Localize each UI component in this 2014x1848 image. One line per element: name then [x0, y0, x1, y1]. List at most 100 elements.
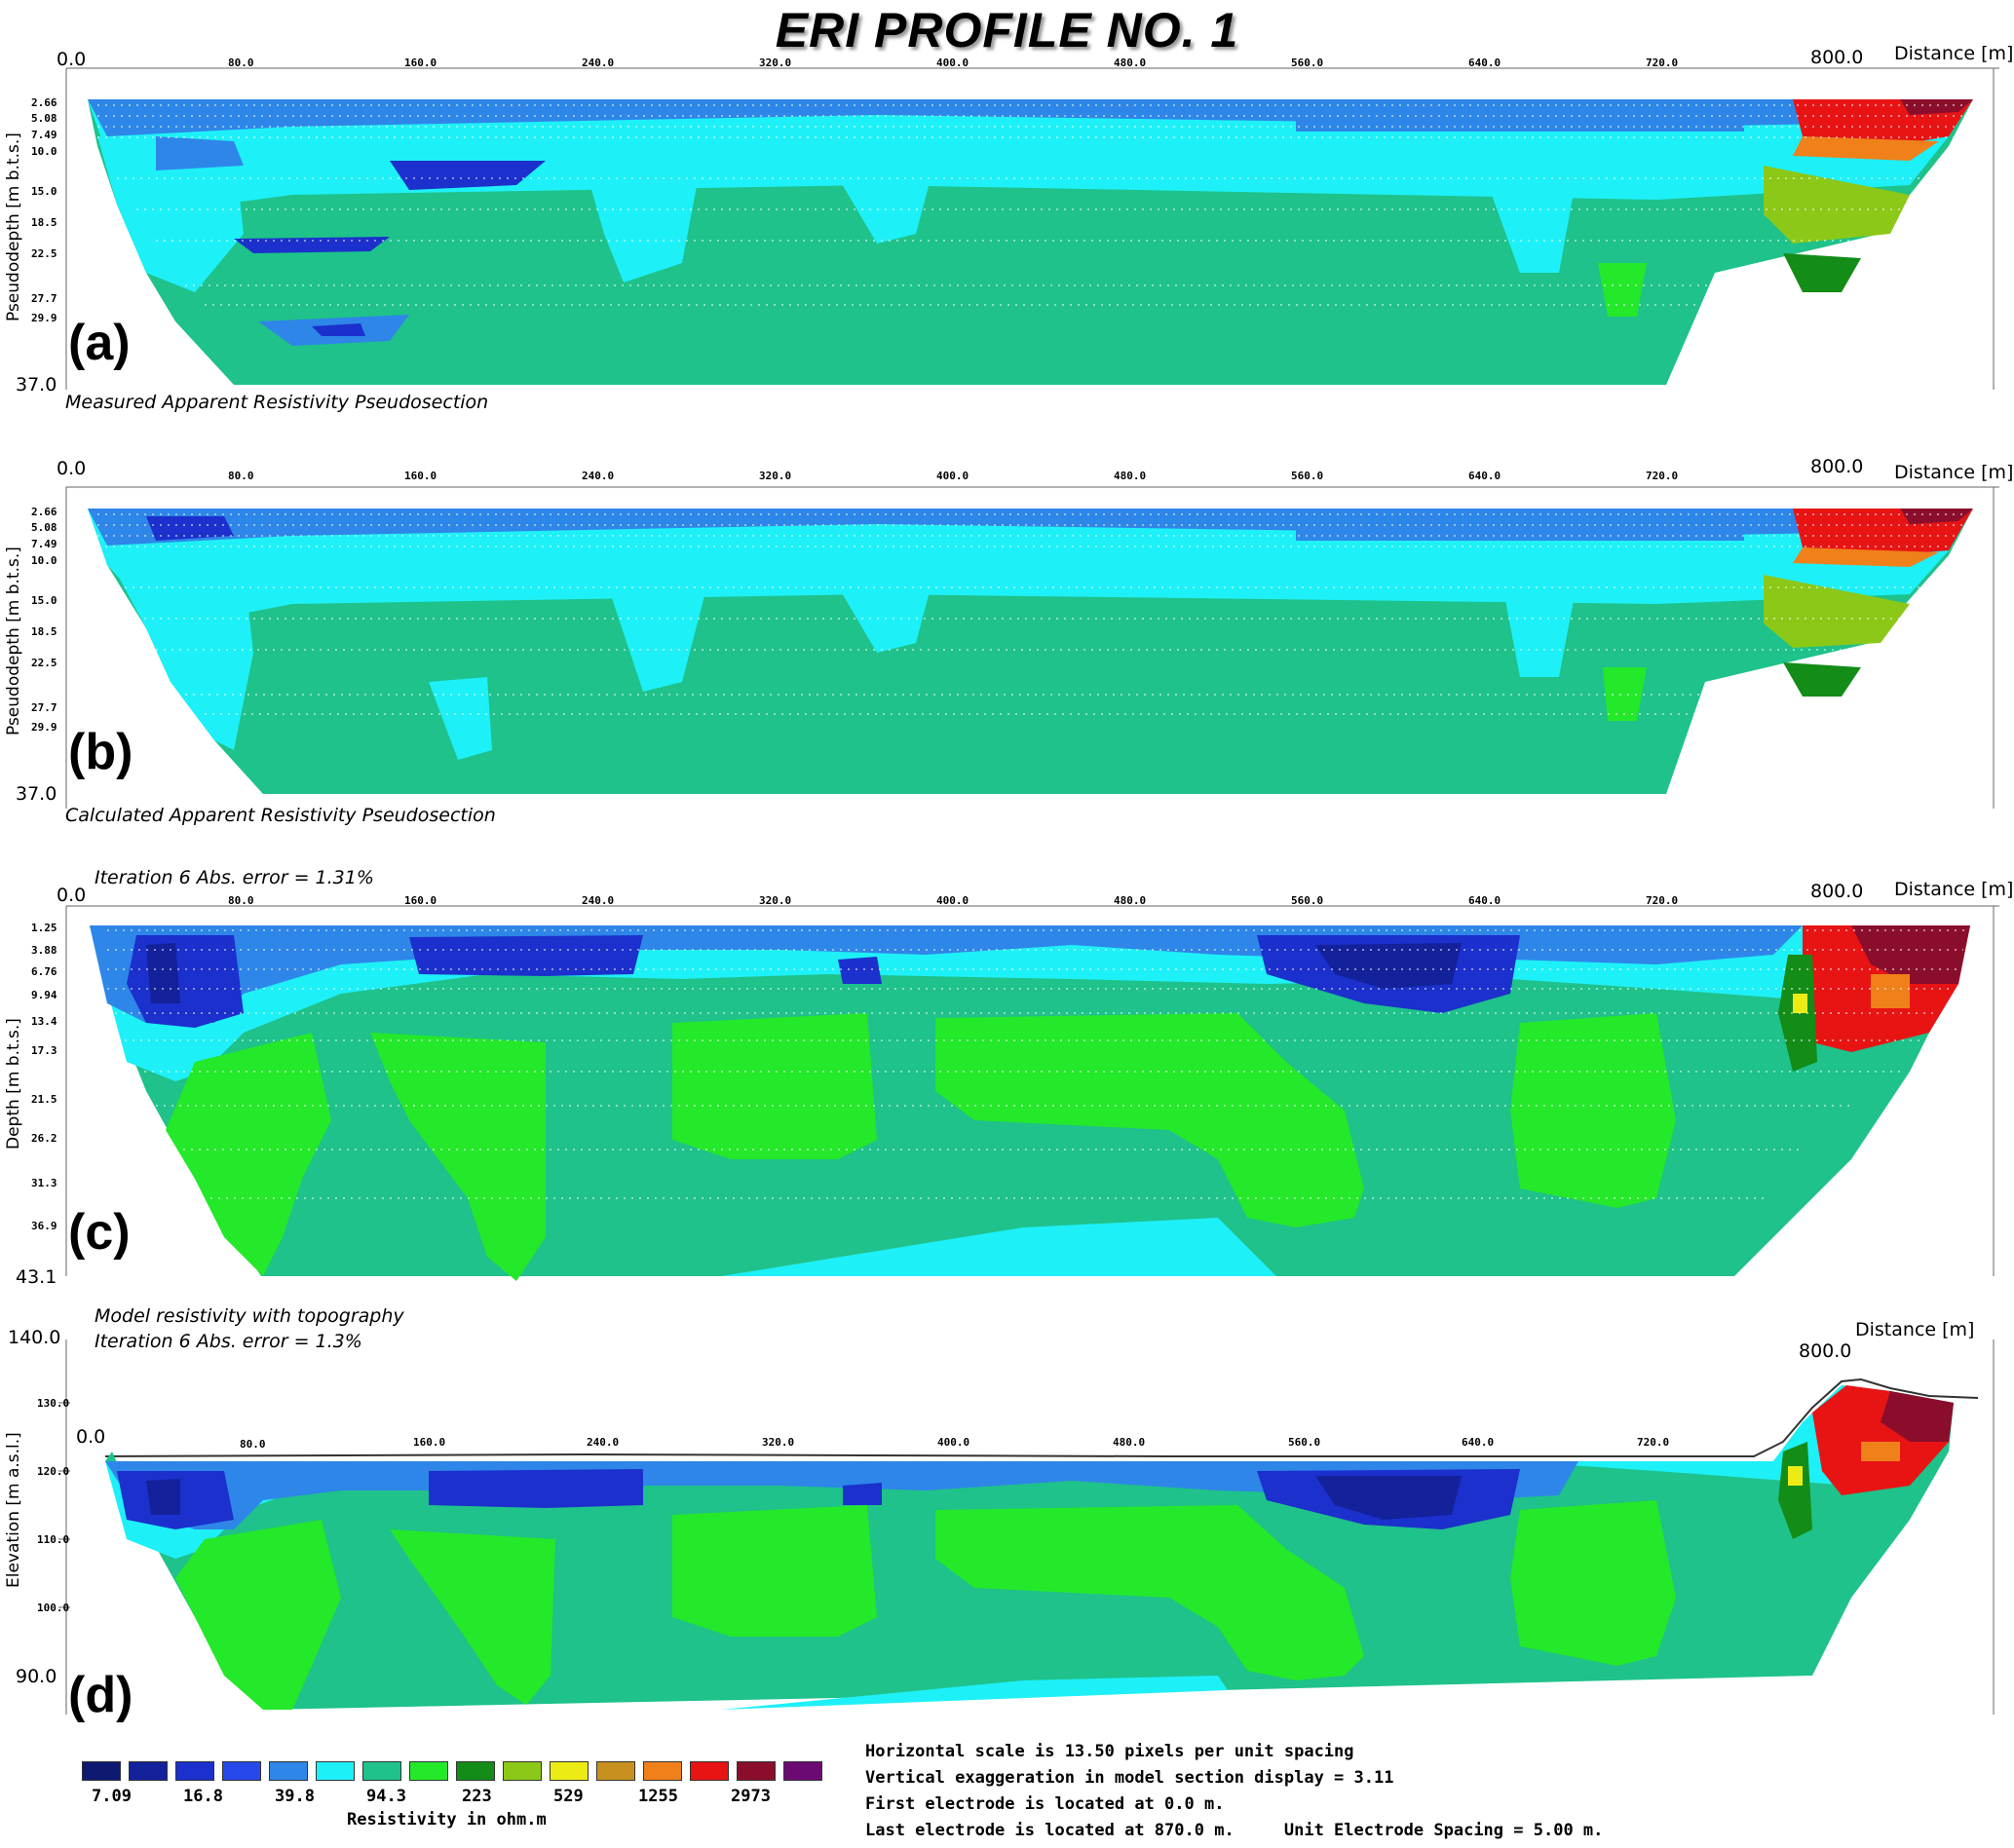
panel-a-y-tick: 27.7: [31, 292, 57, 305]
panel-c-letter: (c): [68, 1204, 131, 1261]
x-tick: 560.0: [1291, 470, 1324, 482]
legend-swatch-3: [175, 1761, 214, 1781]
panel-b-mid-cyan1: [604, 570, 711, 692]
panel-b-calculated-pseudosection: 0.0 800.0 Distance [m] 80.0 160.0 240.0 …: [0, 456, 2014, 848]
x-tick: 80.0: [228, 894, 254, 907]
panel-d-deep-blue-left-core: [146, 1479, 180, 1515]
panel-b-axes: [65, 486, 1999, 809]
x-tick: 240.0: [582, 470, 615, 482]
panel-c-y-tick: 6.76: [31, 965, 57, 978]
legend-swatch-12: [596, 1761, 635, 1781]
panel-c-y-tick: 26.2: [31, 1132, 57, 1145]
panel-d-y-tick: 110.0: [37, 1533, 70, 1546]
legend-swatch-14: [690, 1761, 729, 1781]
panel-c-green1: [166, 1033, 331, 1276]
panel-a-x-end: 800.0: [1810, 47, 1864, 68]
panel-a-y-tick: 22.5: [31, 247, 57, 260]
panel-a-right-high-purple: [1900, 99, 1973, 115]
note-first-electrode: First electrode is located at 0.0 m.: [865, 1794, 1225, 1814]
note-vertical-exaggeration: Vertical exaggeration in model section d…: [865, 1768, 1394, 1788]
panel-d-green4: [935, 1505, 1364, 1680]
legend-label: 94.3: [366, 1787, 406, 1806]
panel-c-deep-blue-right-core: [1315, 943, 1462, 989]
x-tick: 160.0: [404, 57, 437, 69]
x-tick: 640.0: [1462, 1436, 1495, 1449]
legend-label: 39.8: [275, 1787, 315, 1806]
model-notes: Horizontal scale is 13.50 pixels per uni…: [865, 1742, 2005, 1844]
legend-swatch-7: [362, 1761, 401, 1781]
panel-b-left-wedge: [107, 555, 253, 750]
x-tick: 160.0: [404, 470, 437, 482]
panel-c-right-orange: [1871, 974, 1910, 1008]
panel-c-y-tick: 17.3: [31, 1044, 57, 1057]
panel-c-y-bottom: 43.1: [16, 1266, 57, 1288]
x-tick: 480.0: [1114, 894, 1147, 907]
panel-d-green5: [1510, 1500, 1676, 1666]
legend-swatch-5: [269, 1761, 308, 1781]
resistivity-legend: 7.09 16.8 39.8 94.3 223 529 1255 2973 Re…: [0, 1754, 857, 1841]
x-tick: 400.0: [937, 1436, 970, 1449]
panel-c-y-tick: 9.94: [31, 989, 57, 1001]
legend-swatch-15: [737, 1761, 776, 1781]
panel-b-y-tick: 15.0: [31, 594, 57, 607]
legend-swatch-9: [456, 1761, 495, 1781]
panel-b-y-tick: 5.08: [31, 521, 57, 534]
x-tick: 560.0: [1288, 1436, 1321, 1449]
panel-a-mid-cyan3: [1481, 166, 1578, 273]
legend-swatch-6: [316, 1761, 355, 1781]
panel-d-y-bottom: 90.0: [16, 1666, 57, 1687]
panel-c-deep-blue-left: [127, 935, 244, 1028]
legend-swatch-8: [409, 1761, 448, 1781]
panel-a-y-tick: 10.0: [31, 145, 57, 158]
x-tick: 720.0: [1646, 894, 1679, 907]
panel-b-right-high-purple: [1900, 509, 1973, 524]
panel-c-y-tick: 13.4: [31, 1015, 57, 1028]
legend-label: 1255: [638, 1787, 678, 1806]
panel-c-caption: Iteration 6 Abs. error = 1.31%: [95, 867, 374, 888]
panel-a-y-bottom: 37.0: [16, 374, 57, 396]
panel-a-x-start: 0.0: [57, 49, 87, 70]
panel-a-deep-blue1: [390, 161, 546, 190]
panel-d-bottom-cyan: [721, 1676, 1228, 1710]
panel-b-y-tick: 2.66: [31, 506, 57, 518]
panel-d-right-purple: [1881, 1391, 1954, 1442]
panel-c-y-tick: 3.88: [31, 944, 57, 957]
x-tick: 320.0: [762, 1436, 795, 1449]
x-tick: 560.0: [1291, 57, 1324, 69]
panel-a-y-tick: 2.66: [31, 96, 57, 109]
panel-a-deep-blue2: [234, 237, 390, 253]
panel-d-y-tick: 120.0: [37, 1465, 70, 1478]
panel-a-mid-cyan1: [585, 161, 702, 283]
x-tick: 720.0: [1646, 470, 1679, 482]
panel-c-y-tick: 36.9: [31, 1220, 57, 1232]
panel-a-right-orange: [1793, 136, 1939, 161]
x-tick: 720.0: [1646, 57, 1679, 69]
x-tick: 560.0: [1291, 894, 1324, 907]
panel-d-x-start: 0.0: [76, 1426, 106, 1448]
x-tick: 80.0: [228, 57, 254, 69]
x-tick: 640.0: [1468, 57, 1501, 69]
panel-b-right-orange: [1793, 547, 1939, 567]
panel-b-right-green1: [1764, 575, 1910, 648]
panel-c-axes: [65, 905, 1999, 1276]
panel-d-deep-blue-mid1: [429, 1469, 643, 1508]
x-tick: 320.0: [759, 894, 792, 907]
panel-a-y-tick: 7.49: [31, 129, 57, 141]
panel-d-green3: [672, 1505, 877, 1637]
panel-a-plot: [65, 67, 1999, 390]
x-tick: 480.0: [1114, 57, 1147, 69]
panel-b-letter: (b): [68, 724, 133, 780]
x-tick: 640.0: [1468, 894, 1501, 907]
panel-b-mid-cyan3: [1501, 575, 1578, 677]
panel-a-y-tick: 15.0: [31, 185, 57, 198]
x-tick: 320.0: [759, 57, 792, 69]
x-tick: 160.0: [404, 894, 437, 907]
panel-b-y-tick: 18.5: [31, 625, 57, 638]
panel-d-deep-blue-right-core: [1315, 1476, 1462, 1520]
panel-a-deep-blue3-core: [312, 323, 365, 336]
panel-c-bottom-cyan: [721, 1218, 1276, 1276]
legend-label: 223: [462, 1787, 492, 1806]
panel-c-right-yellow: [1793, 994, 1807, 1013]
x-tick: 720.0: [1637, 1436, 1670, 1449]
panel-c-x-end: 800.0: [1810, 881, 1864, 902]
